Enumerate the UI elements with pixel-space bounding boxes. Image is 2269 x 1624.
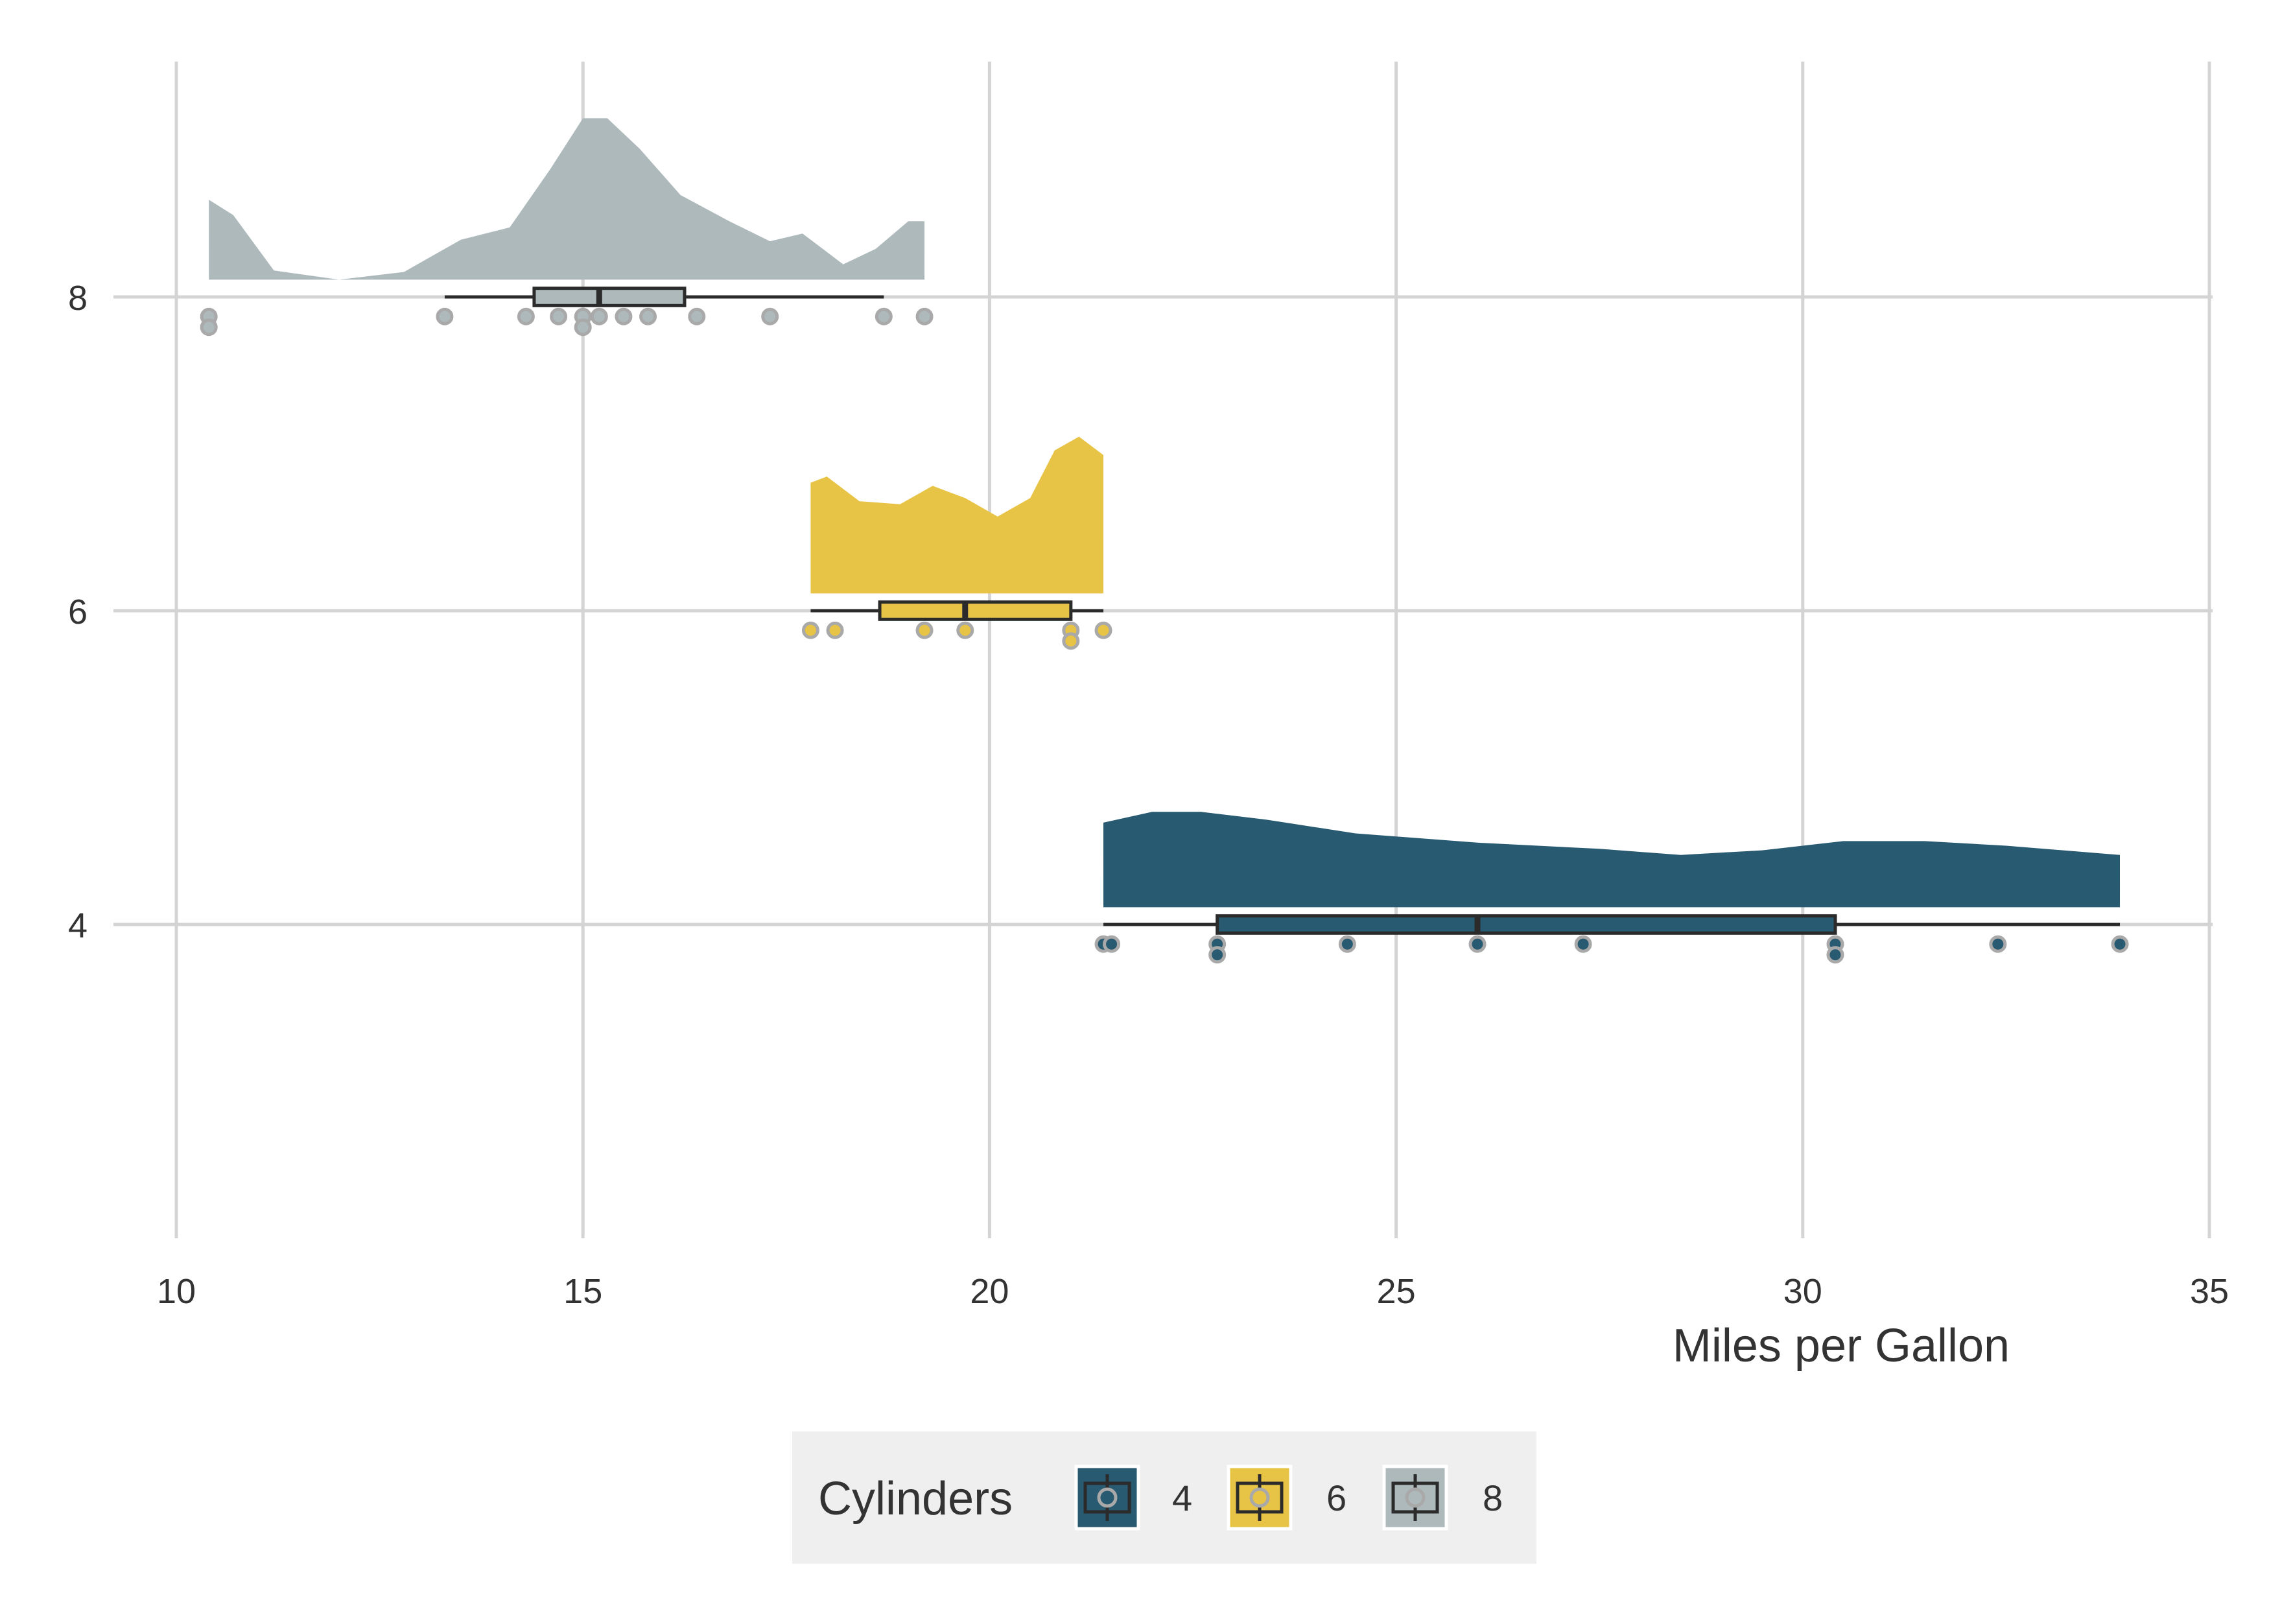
data-point-8 bbox=[915, 307, 934, 325]
legend-label-4: 4 bbox=[1172, 1477, 1192, 1518]
data-point-6 bbox=[1062, 632, 1080, 650]
density-cloud-8 bbox=[209, 118, 925, 280]
density-cloud-6 bbox=[810, 436, 1104, 594]
legend-label-8: 8 bbox=[1483, 1477, 1503, 1518]
x-tick-label: 25 bbox=[1377, 1272, 1416, 1311]
x-tick-label: 30 bbox=[1783, 1272, 1822, 1311]
legend-key-point-4 bbox=[1097, 1487, 1118, 1508]
data-point-4 bbox=[1574, 935, 1592, 953]
data-point-4 bbox=[1989, 935, 2007, 953]
data-point-4 bbox=[2111, 935, 2129, 953]
x-tick-label: 15 bbox=[563, 1272, 602, 1311]
x-tick-label: 10 bbox=[157, 1272, 196, 1311]
data-point-4 bbox=[1338, 935, 1356, 953]
data-point-8 bbox=[550, 307, 568, 325]
data-point-6 bbox=[801, 621, 819, 639]
data-point-8 bbox=[875, 307, 893, 325]
box-6 bbox=[878, 600, 1073, 621]
legend-title: Cylinders bbox=[818, 1473, 1013, 1525]
y-tick-label: 4 bbox=[68, 906, 88, 945]
x-tick-label: 20 bbox=[970, 1272, 1009, 1311]
grid-layer bbox=[113, 62, 2213, 1238]
legend-label-6: 6 bbox=[1326, 1477, 1346, 1518]
data-point-8 bbox=[639, 307, 657, 325]
data-point-6 bbox=[956, 621, 974, 639]
data-point-4 bbox=[1103, 935, 1121, 953]
y-tick-label: 6 bbox=[68, 593, 88, 631]
box-4 bbox=[1216, 914, 1837, 935]
data-point-6 bbox=[915, 621, 934, 639]
data-point-8 bbox=[688, 307, 706, 325]
data-point-4 bbox=[1468, 935, 1487, 953]
data-point-6 bbox=[826, 621, 844, 639]
tick-label-layer: 10 15 20 25 30 35 4 6 8 bbox=[68, 279, 2229, 1311]
data-point-4 bbox=[1208, 946, 1227, 964]
legend-key-point-6 bbox=[1249, 1487, 1270, 1508]
data-point-8 bbox=[574, 318, 592, 336]
density-layer bbox=[209, 118, 2121, 908]
data-point-6 bbox=[1094, 621, 1112, 639]
y-tick-label: 8 bbox=[68, 279, 88, 318]
box-8 bbox=[532, 287, 687, 307]
x-tick-label: 35 bbox=[2190, 1272, 2229, 1311]
legend-items: 4 6 8 bbox=[1074, 1465, 1503, 1531]
legend: Cylinders 4 6 8 bbox=[792, 1431, 1536, 1564]
data-point-8 bbox=[615, 307, 633, 325]
data-point-4 bbox=[1826, 946, 1844, 964]
data-point-8 bbox=[761, 307, 779, 325]
data-point-8 bbox=[200, 318, 218, 336]
point-layer bbox=[200, 307, 2129, 964]
legend-key-point-8 bbox=[1405, 1487, 1426, 1508]
density-cloud-4 bbox=[1103, 812, 2121, 908]
box-layer bbox=[444, 287, 2121, 935]
data-point-8 bbox=[517, 307, 535, 325]
x-axis-label: Miles per Gallon bbox=[1673, 1320, 2010, 1372]
data-point-8 bbox=[436, 307, 454, 325]
data-point-8 bbox=[590, 307, 608, 325]
